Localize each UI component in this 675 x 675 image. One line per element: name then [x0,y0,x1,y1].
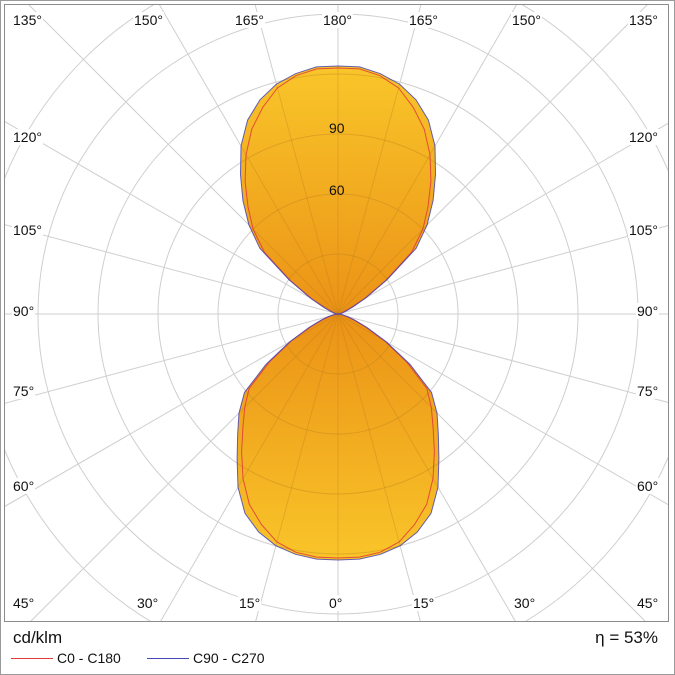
angle-label-top-165-right: 165° [408,12,439,28]
angle-label-top-165-left: 165° [234,12,265,28]
radial-label-60: 60 [329,182,345,198]
angle-label-bottom-15-right: 15° [412,595,436,611]
angle-label-left-60: 60° [12,478,36,494]
angle-label-top-150-left: 150° [133,12,164,28]
light-distribution-fill [237,314,439,560]
angle-label-left-75: 75° [12,383,36,399]
angle-label-top-150-right: 150° [511,12,542,28]
chart-footer: cd/klm η = 53% C0 - C180 C90 - C270 [0,622,675,675]
angle-label-right-60: 60° [636,478,660,494]
angle-label-left-105: 105° [12,222,43,238]
legend-item-c90-c270: C90 - C270 [147,650,265,666]
polar-diagram [5,5,668,621]
angle-label-bottom-45-left: 45° [12,595,36,611]
angle-label-bottom-30-left: 30° [136,595,160,611]
angle-label-bottom-45-right: 45° [636,595,660,611]
angle-label-top-180: 180° [322,12,353,28]
angle-label-bottom-0: 0° [328,595,344,611]
angle-label-right-105: 105° [628,222,659,238]
unit-label: cd/klm [13,628,63,647]
angle-label-top-right-135: 135° [628,12,659,28]
curve-c90-c270 [239,65,437,315]
angle-label-bottom-30-right: 30° [513,595,537,611]
angle-label-left-90: 90° [12,303,36,319]
legend-line-red-icon [11,657,53,659]
polar-plot-area [4,4,669,622]
angle-label-right-75: 75° [636,383,660,399]
legend-label: C0 - C180 [57,650,121,666]
efficiency-label: η = 53% [595,628,658,647]
angle-label-right-90: 90° [636,303,660,319]
angle-label-right-120: 120° [628,129,659,145]
light-distribution-fill [240,66,436,314]
legend-line-blue-icon [147,657,189,659]
legend-label: C90 - C270 [193,650,265,666]
angle-label-bottom-15-left: 15° [238,595,262,611]
radial-label-90: 90 [329,120,345,136]
angle-label-top-left-135: 135° [12,12,43,28]
angle-label-left-120: 120° [12,129,43,145]
legend-item-c0-c180: C0 - C180 [11,650,121,666]
